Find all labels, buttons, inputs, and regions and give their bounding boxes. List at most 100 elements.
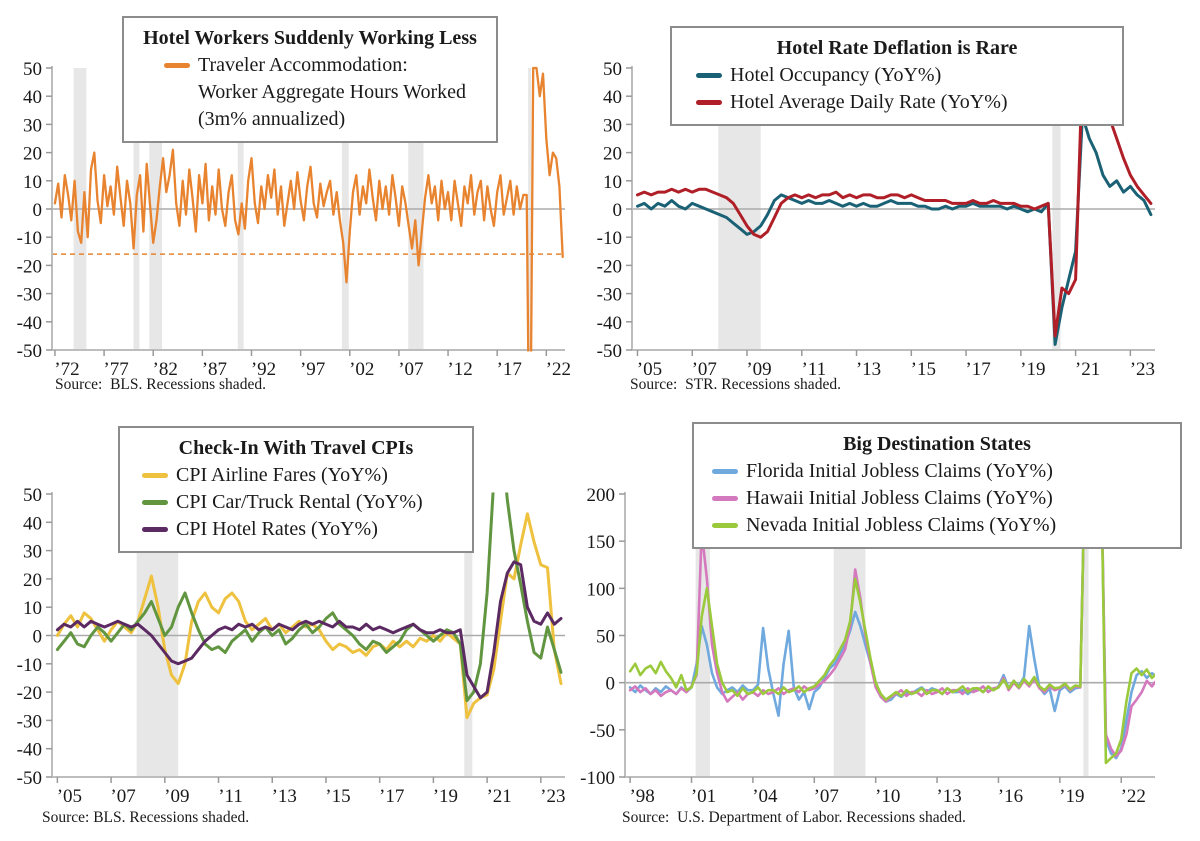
svg-text:10: 10 [23, 598, 42, 619]
svg-text:10: 10 [23, 172, 42, 193]
svg-text:’09: ’09 [164, 786, 189, 807]
svg-text:’15: ’15 [325, 786, 350, 807]
svg-text:30: 30 [23, 542, 42, 563]
svg-text:’72: ’72 [54, 359, 79, 380]
series-label: CPI Car/Truck Rental (YoY%) [176, 491, 423, 513]
svg-text:’12: ’12 [447, 359, 472, 380]
svg-text:10: 10 [603, 172, 622, 193]
legend-item: Traveler Accommodation: Worker Aggregate… [164, 52, 486, 133]
svg-text:50: 50 [603, 59, 622, 80]
svg-text:-50: -50 [597, 341, 622, 362]
legend-item: CPI Hotel Rates (YoY%) [142, 516, 462, 543]
svg-text:0: 0 [33, 627, 43, 648]
svg-text:’09: ’09 [746, 359, 771, 380]
svg-text:’07: ’07 [398, 359, 423, 380]
svg-text:’04: ’04 [752, 786, 778, 807]
svg-text:’15: ’15 [911, 359, 936, 380]
svg-text:’17: ’17 [965, 359, 990, 380]
svg-text:’07: ’07 [110, 786, 135, 807]
svg-text:-50: -50 [17, 768, 42, 789]
legend-item: Hotel Average Daily Rate (YoY%) [696, 89, 1112, 116]
svg-text:’05: ’05 [637, 359, 662, 380]
svg-text:-20: -20 [17, 683, 42, 704]
svg-text:’19: ’19 [1020, 359, 1045, 380]
svg-text:-10: -10 [17, 228, 42, 249]
svg-text:-40: -40 [17, 740, 42, 761]
svg-text:’19: ’19 [1059, 786, 1084, 807]
svg-text:’23: ’23 [540, 786, 565, 807]
chart-hotel-workers: 50 40 30 20 10 0 -10 -20 -30 -40 -50 ’72 ’77 ’82 ’87 ’9… [0, 0, 600, 420]
chart-destination-states: 200 150 100 50 0 -50 -100 ’98 ’01 ’04 ’07 ’10 ’13 ’16… [580, 420, 1200, 841]
series-swatch-icon [142, 527, 168, 532]
svg-text:0: 0 [606, 674, 616, 695]
svg-text:’17: ’17 [497, 359, 522, 380]
svg-text:-40: -40 [597, 313, 622, 334]
series-label: Traveler Accommodation: Worker Aggregate… [198, 54, 466, 130]
svg-text:-10: -10 [17, 655, 42, 676]
series-swatch-icon [142, 473, 168, 478]
svg-text:40: 40 [603, 87, 622, 108]
series-label: CPI Airline Fares (YoY%) [176, 464, 388, 486]
chart-title: Big Destination States [843, 433, 1031, 455]
svg-text:’05: ’05 [57, 786, 82, 807]
svg-text:’07: ’07 [692, 359, 717, 380]
series-label: CPI Hotel Rates (YoY%) [176, 518, 378, 540]
svg-text:30: 30 [23, 115, 42, 136]
series-swatch-icon [696, 100, 722, 105]
svg-text:’13: ’13 [272, 786, 297, 807]
chart-title: Check-In With Travel CPIs [178, 437, 414, 459]
legend-item: Florida Initial Jobless Claims (YoY%) [712, 458, 1170, 485]
svg-text:-20: -20 [17, 256, 42, 277]
svg-text:20: 20 [23, 570, 42, 591]
svg-text:’22: ’22 [1121, 786, 1146, 807]
series-label: Hotel Average Daily Rate (YoY%) [730, 91, 1008, 113]
svg-text:0: 0 [33, 200, 43, 221]
svg-text:-30: -30 [597, 285, 622, 306]
chart-title: Hotel Workers Suddenly Working Less [143, 27, 477, 49]
travel-cpis-legend: Check-In With Travel CPIs CPI Airline Fa… [118, 426, 474, 553]
svg-text:40: 40 [23, 513, 42, 534]
source-note: Source: U.S. Department of Labor. Recess… [622, 809, 966, 826]
svg-text:’13: ’13 [856, 359, 881, 380]
svg-text:’21: ’21 [1075, 359, 1100, 380]
svg-text:’23: ’23 [1130, 359, 1155, 380]
series-swatch-icon [712, 469, 738, 474]
svg-text:20: 20 [603, 144, 622, 165]
legend-item: Hotel Occupancy (YoY%) [696, 62, 1112, 89]
series-label: Florida Initial Jobless Claims (YoY%) [746, 460, 1053, 482]
svg-text:50: 50 [23, 485, 42, 506]
svg-text:’07: ’07 [814, 786, 839, 807]
series-label: Hawaii Initial Jobless Claims (YoY%) [746, 487, 1053, 509]
legend-item: Nevada Initial Jobless Claims (YoY%) [712, 512, 1170, 539]
hotel-rates-legend: Hotel Rate Deflation is Rare Hotel Occup… [670, 26, 1124, 126]
svg-text:-100: -100 [580, 768, 615, 789]
source-note: Source: BLS. Recessions shaded. [55, 376, 266, 393]
svg-text:’21: ’21 [486, 786, 511, 807]
series-swatch-icon [164, 63, 190, 68]
svg-text:50: 50 [596, 627, 615, 648]
svg-text:30: 30 [603, 115, 622, 136]
svg-text:’92: ’92 [251, 359, 276, 380]
svg-text:-40: -40 [17, 313, 42, 334]
svg-text:’87: ’87 [202, 359, 227, 380]
hotel-workers-legend: Hotel Workers Suddenly Working Less Trav… [122, 16, 498, 143]
series-swatch-icon [712, 496, 738, 501]
svg-text:’98: ’98 [629, 786, 654, 807]
svg-text:’10: ’10 [875, 786, 900, 807]
chart-hotel-rates: 50 40 30 20 10 0 -10 -20 -30 -40 -50 ’05 ’07 ’09 ’11 ’1… [597, 0, 1200, 420]
svg-text:-50: -50 [17, 341, 42, 362]
source-note: Source: BLS. Recessions shaded. [42, 809, 250, 826]
svg-text:-30: -30 [17, 285, 42, 306]
series-swatch-icon [712, 523, 738, 528]
svg-text:20: 20 [23, 144, 42, 165]
source-note: Source: STR. Recessions shaded. [630, 376, 841, 393]
svg-text:40: 40 [23, 87, 42, 108]
svg-text:150: 150 [587, 532, 616, 553]
legend-item: CPI Car/Truck Rental (YoY%) [142, 489, 462, 516]
svg-text:’22: ’22 [546, 359, 571, 380]
svg-text:-50: -50 [590, 721, 615, 742]
series-swatch-icon [142, 500, 168, 505]
svg-text:-20: -20 [597, 256, 622, 277]
svg-text:’11: ’11 [218, 786, 243, 807]
